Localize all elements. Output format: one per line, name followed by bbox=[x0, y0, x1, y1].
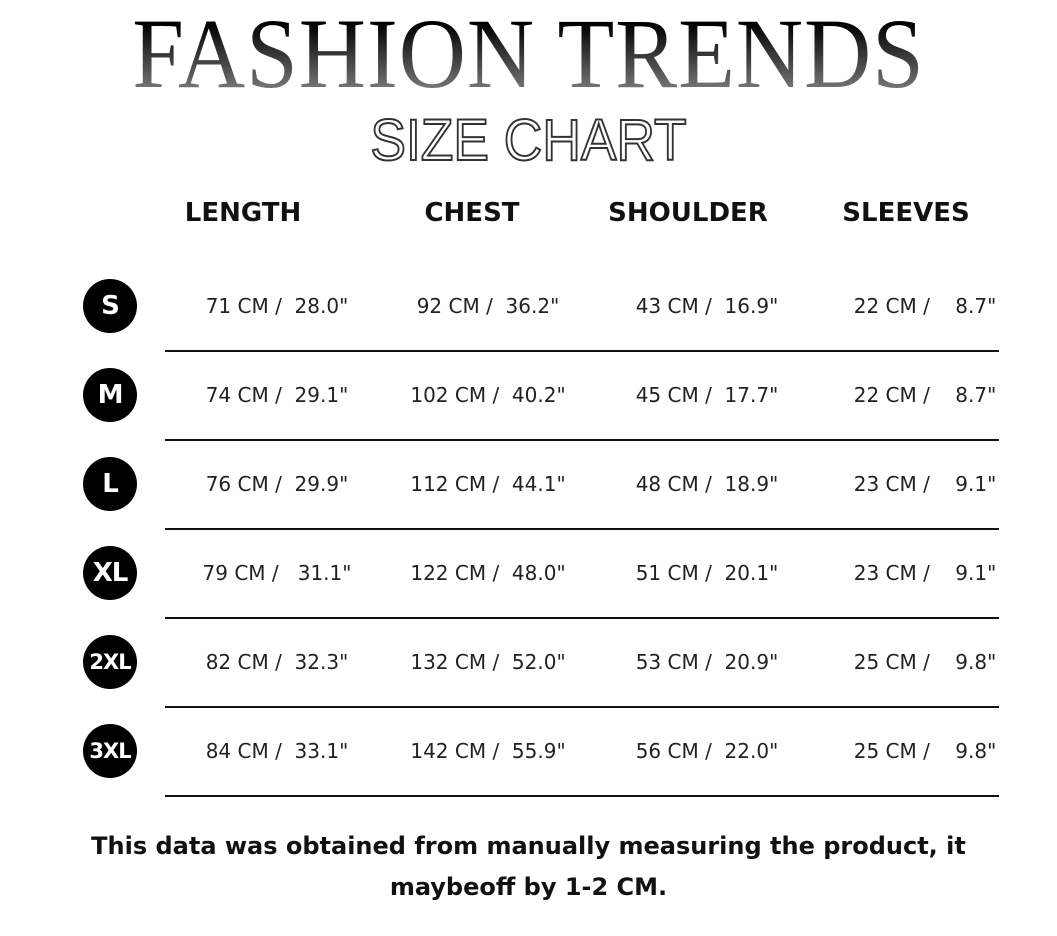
table-cell: 23 CM / 9.1" bbox=[853, 472, 997, 496]
size-badge: M bbox=[83, 368, 137, 422]
size-badge: 2XL bbox=[83, 635, 137, 689]
table-cell: 71 CM / 28.0" bbox=[205, 294, 349, 318]
table-cell: 122 CM / 48.0" bbox=[410, 561, 566, 585]
table-cell: 82 CM / 32.3" bbox=[205, 650, 349, 674]
row-divider bbox=[165, 439, 999, 441]
size-badge: 3XL bbox=[83, 724, 137, 778]
size-badge: L bbox=[83, 457, 137, 511]
row-divider bbox=[165, 528, 999, 530]
row-divider bbox=[165, 617, 999, 619]
column-header: LENGTH bbox=[184, 198, 302, 228]
table-cell: 22 CM / 8.7" bbox=[853, 294, 997, 318]
column-header: SHOULDER bbox=[608, 198, 768, 228]
table-cell: 74 CM / 29.1" bbox=[205, 383, 349, 407]
table-cell: 53 CM / 20.9" bbox=[635, 650, 779, 674]
table-cell: 142 CM / 55.9" bbox=[410, 739, 566, 763]
table-cell: 112 CM / 44.1" bbox=[410, 472, 566, 496]
table-cell: 45 CM / 17.7" bbox=[635, 383, 779, 407]
table-cell: 102 CM / 40.2" bbox=[410, 383, 566, 407]
table-cell: 56 CM / 22.0" bbox=[635, 739, 779, 763]
row-divider bbox=[165, 795, 999, 797]
table-cell: 92 CM / 36.2" bbox=[416, 294, 560, 318]
size-badge: S bbox=[83, 279, 137, 333]
chart-subtitle: SIZE CHART bbox=[369, 108, 687, 173]
table-cell: 22 CM / 8.7" bbox=[853, 383, 997, 407]
measurement-note: This data was obtained from manually mea… bbox=[91, 832, 966, 901]
brand-title: FASHION TRENDS bbox=[37, 4, 1020, 104]
table-cell: 84 CM / 33.1" bbox=[205, 739, 349, 763]
table-cell: 23 CM / 9.1" bbox=[853, 561, 997, 585]
table-cell: 132 CM / 52.0" bbox=[410, 650, 566, 674]
column-header: CHEST bbox=[424, 198, 520, 228]
row-divider bbox=[165, 706, 999, 708]
table-cell: 43 CM / 16.9" bbox=[635, 294, 779, 318]
table-cell: 76 CM / 29.9" bbox=[205, 472, 349, 496]
table-cell: 25 CM / 9.8" bbox=[853, 650, 997, 674]
column-header: SLEEVES bbox=[842, 198, 970, 228]
table-cell: 51 CM / 20.1" bbox=[635, 561, 779, 585]
table-cell: 48 CM / 18.9" bbox=[635, 472, 779, 496]
table-cell: 25 CM / 9.8" bbox=[853, 739, 997, 763]
row-divider bbox=[165, 350, 999, 352]
table-cell: 79 CM / 31.1" bbox=[202, 561, 352, 585]
size-badge: XL bbox=[83, 546, 137, 600]
